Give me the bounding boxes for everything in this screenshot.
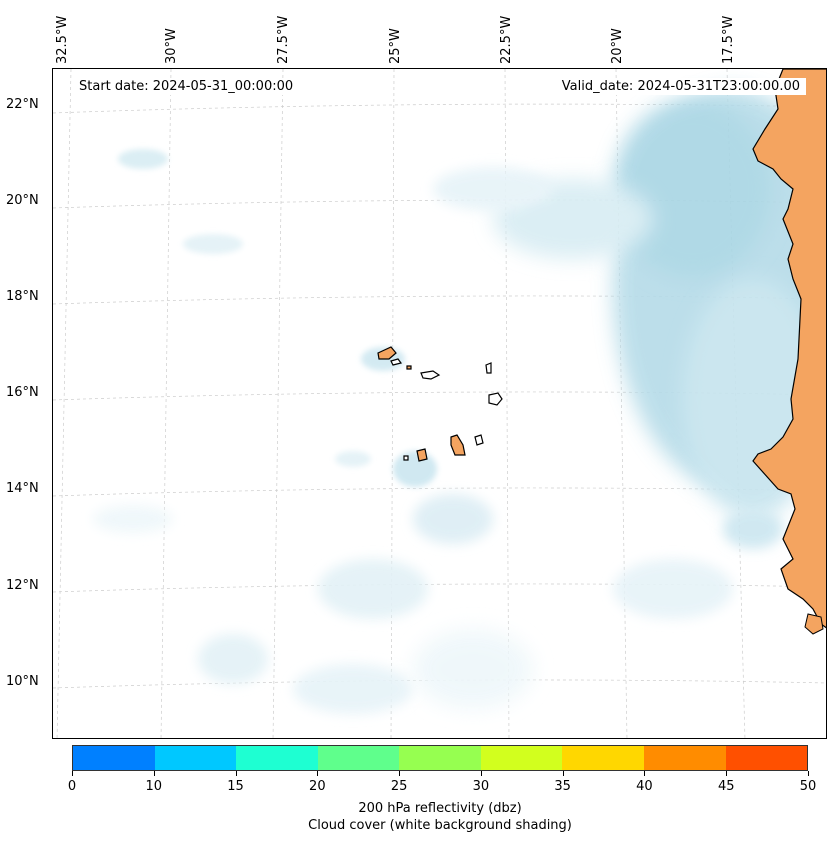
colorbar-tick-label: 20 bbox=[309, 779, 326, 794]
colorbar-tick-label: 25 bbox=[390, 779, 408, 794]
lon-label: 22.5°W bbox=[499, 15, 514, 64]
colorbar-tick-mark bbox=[399, 771, 401, 776]
colorbar-tick-label: 0 bbox=[67, 779, 77, 794]
lat-label: 22°N bbox=[6, 97, 39, 112]
colorbar-tick-mark bbox=[726, 771, 728, 776]
lat-label: 10°N bbox=[6, 674, 39, 689]
lat-label: 12°N bbox=[6, 578, 39, 593]
map-canvas bbox=[53, 69, 826, 738]
start-date-label: Start date: 2024-05-31_00:00:00 bbox=[73, 78, 300, 95]
colorbar-tick-label: 40 bbox=[636, 779, 653, 794]
gridlines bbox=[53, 69, 826, 738]
lon-label: 30°W bbox=[164, 28, 179, 64]
colorbar-segment bbox=[317, 746, 400, 770]
cloud-cover bbox=[93, 89, 826, 714]
colorbar-segment bbox=[480, 746, 563, 770]
colorbar-tick-mark bbox=[72, 771, 73, 776]
lat-label: 18°N bbox=[6, 289, 39, 304]
colorbar-tick-label: 30 bbox=[472, 779, 490, 794]
colorbar-tick-mark bbox=[562, 771, 564, 776]
africa-landmass bbox=[752, 69, 826, 629]
colorbar-tick-mark bbox=[644, 771, 646, 776]
lon-label: 25°W bbox=[388, 28, 403, 64]
colorbar-tick-mark bbox=[480, 771, 482, 776]
lon-label: 27.5°W bbox=[276, 15, 291, 64]
colorbar-title: 200 hPa reflectivity (dbz) bbox=[358, 801, 522, 816]
lon-label: 32.5°W bbox=[55, 15, 70, 64]
colorbar-tick-mark bbox=[808, 771, 809, 776]
colorbar-tick-label: 45 bbox=[717, 779, 735, 794]
colorbar-segment bbox=[236, 746, 318, 770]
coastal-islands bbox=[804, 613, 824, 635]
lon-label: 17.5°W bbox=[721, 15, 736, 64]
colorbar-segment bbox=[562, 746, 644, 770]
colorbar-segment bbox=[154, 746, 237, 770]
colorbar-tick-mark bbox=[317, 771, 319, 776]
map-panel[interactable]: Start date: 2024-05-31_00:00:00 Valid_da… bbox=[52, 68, 827, 739]
reflectivity-colorbar bbox=[72, 745, 808, 771]
colorbar-segment bbox=[643, 746, 726, 770]
colorbar-segment bbox=[73, 746, 155, 770]
colorbar-tick-mark bbox=[235, 771, 237, 776]
colorbar-tick-label: 10 bbox=[145, 779, 163, 794]
lat-label: 16°N bbox=[6, 385, 39, 400]
lat-label: 20°N bbox=[6, 193, 39, 208]
lon-label: 20°W bbox=[610, 28, 625, 64]
valid-date-label: Valid_date: 2024-05-31T23:00:00.00 bbox=[555, 78, 806, 95]
colorbar-tick-mark bbox=[153, 771, 155, 776]
colorbar-subtitle: Cloud cover (white background shading) bbox=[308, 818, 572, 833]
colorbar-tick-label: 15 bbox=[227, 779, 244, 794]
colorbar-tick-label: 35 bbox=[554, 779, 571, 794]
cape-verde-islands bbox=[377, 346, 503, 462]
lat-label: 14°N bbox=[6, 481, 39, 496]
colorbar-segment bbox=[399, 746, 481, 770]
colorbar-tick-label: 50 bbox=[799, 779, 817, 794]
colorbar-segment bbox=[725, 746, 808, 770]
